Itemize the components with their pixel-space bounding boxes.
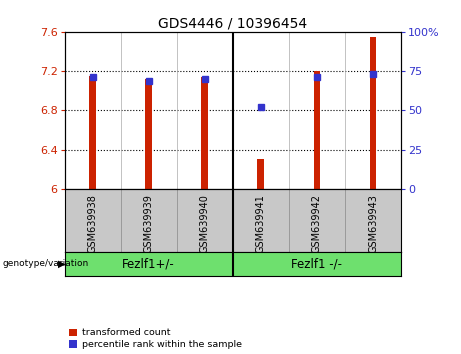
Bar — [313, 71, 320, 189]
Text: GSM639941: GSM639941 — [256, 194, 266, 253]
Bar — [201, 77, 208, 189]
Text: ▶: ▶ — [58, 259, 65, 269]
Text: GSM639943: GSM639943 — [368, 194, 378, 253]
Bar — [89, 76, 96, 189]
Title: GDS4446 / 10396454: GDS4446 / 10396454 — [158, 17, 307, 31]
Legend: transformed count, percentile rank within the sample: transformed count, percentile rank withi… — [69, 329, 242, 349]
Text: Fezlf1 -/-: Fezlf1 -/- — [291, 257, 343, 270]
Text: Fezlf1+/-: Fezlf1+/- — [122, 257, 175, 270]
Text: GSM639942: GSM639942 — [312, 194, 322, 253]
Text: GSM639939: GSM639939 — [144, 194, 154, 253]
Text: GSM639940: GSM639940 — [200, 194, 210, 253]
Bar — [145, 79, 152, 189]
Bar — [370, 37, 376, 189]
Text: genotype/variation: genotype/variation — [2, 259, 89, 268]
Bar — [258, 159, 264, 189]
Text: GSM639938: GSM639938 — [88, 194, 98, 253]
